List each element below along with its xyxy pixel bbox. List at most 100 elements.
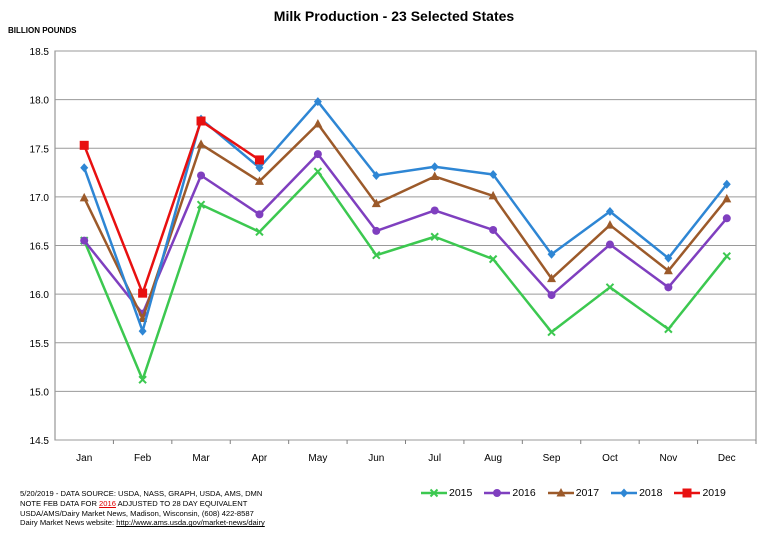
data-point-2016 bbox=[197, 171, 206, 180]
data-point-2016 bbox=[430, 206, 439, 215]
data-point-2019 bbox=[196, 116, 206, 126]
legend-item-2019: 2019 bbox=[674, 487, 726, 499]
data-point-2018 bbox=[430, 162, 439, 172]
y-tick-label: 18.0 bbox=[30, 96, 50, 107]
data-point-2016 bbox=[605, 240, 614, 249]
y-axis-unit-label: BILLION POUNDS bbox=[8, 26, 77, 35]
y-tick-label: 14.5 bbox=[30, 436, 50, 447]
data-point-2016 bbox=[313, 150, 322, 159]
x-tick-label: Sep bbox=[543, 453, 561, 464]
y-tick-label: 15.5 bbox=[30, 339, 50, 350]
data-point-2016 bbox=[722, 214, 731, 223]
data-point-2018 bbox=[255, 163, 264, 173]
data-point-2015 bbox=[605, 283, 615, 292]
series-2019 bbox=[79, 116, 264, 298]
data-point-2017 bbox=[79, 192, 89, 202]
chart-legend: 2015 2016 2017 2018 2019 bbox=[421, 487, 726, 499]
legend-item-2016: 2016 bbox=[484, 487, 536, 499]
legend-item-2018: 2018 bbox=[611, 487, 662, 499]
legend-marker-2019 bbox=[682, 488, 692, 498]
legend-marker-2015 bbox=[429, 488, 439, 498]
y-tick-label: 17.5 bbox=[30, 144, 50, 155]
data-point-2015 bbox=[547, 327, 556, 337]
source-footnote: 5/20/2019 - DATA SOURCE: USDA, NASS, GRA… bbox=[20, 489, 410, 528]
legend-marker-2018 bbox=[620, 488, 629, 498]
legend-swatch-2019 bbox=[674, 488, 701, 498]
data-point-2017 bbox=[254, 176, 264, 185]
legend-swatch-2017 bbox=[547, 488, 574, 497]
data-point-2017 bbox=[547, 273, 557, 283]
x-tick-label: Apr bbox=[252, 453, 268, 464]
footnote-line-4: Dairy Market News website: http://www.am… bbox=[20, 518, 265, 528]
x-tick-label: Feb bbox=[134, 453, 152, 464]
y-tick-label: 16.0 bbox=[30, 290, 50, 301]
data-point-2018 bbox=[138, 326, 147, 336]
data-point-2018 bbox=[80, 163, 89, 173]
data-point-2015 bbox=[255, 227, 264, 237]
data-point-2018 bbox=[489, 170, 498, 180]
footnote-line-1: 5/20/2019 - DATA SOURCE: USDA, NASS, GRA… bbox=[20, 489, 263, 498]
legend-item-2015: 2015 bbox=[421, 487, 472, 499]
x-tick-label: Jul bbox=[428, 453, 441, 464]
legend-label: 2017 bbox=[575, 487, 600, 499]
series-line-2015 bbox=[83, 170, 728, 381]
data-point-2018 bbox=[313, 97, 322, 107]
legend-swatch-2018 bbox=[611, 488, 638, 498]
legend-label: 2019 bbox=[702, 487, 726, 499]
data-point-2018 bbox=[664, 253, 673, 263]
data-point-2017 bbox=[430, 171, 440, 180]
y-tick-label: 15.0 bbox=[30, 387, 50, 398]
data-point-2015 bbox=[664, 324, 673, 334]
legend-swatch-2015 bbox=[421, 488, 447, 498]
x-tick-label: Oct bbox=[602, 453, 618, 464]
series-line-2018 bbox=[83, 100, 728, 333]
legend-label: 2015 bbox=[449, 487, 473, 499]
x-tick-label: Nov bbox=[659, 453, 677, 464]
series-line-2016 bbox=[83, 152, 728, 315]
series-2017 bbox=[79, 118, 732, 322]
data-point-2017 bbox=[196, 139, 206, 148]
data-point-2015 bbox=[488, 254, 498, 264]
data-point-2015 bbox=[372, 251, 381, 260]
x-tick-label: Jun bbox=[368, 453, 384, 464]
footnote-highlight-year: 2016 bbox=[99, 498, 116, 508]
legend-marker-2017 bbox=[556, 488, 566, 497]
footnote-line-3: USDA/AMS/Dairy Market News, Madison, Wis… bbox=[20, 508, 254, 518]
data-point-2018 bbox=[722, 179, 731, 189]
data-point-2017 bbox=[663, 265, 673, 275]
dairy-market-news-link[interactable]: http://www.ams.usda.gov/market-news/dair… bbox=[116, 518, 265, 528]
y-tick-label: 18.5 bbox=[30, 47, 50, 58]
data-point-2016 bbox=[372, 226, 381, 235]
x-tick-label: May bbox=[308, 453, 327, 464]
data-point-2017 bbox=[488, 190, 498, 200]
footnote-line-2: NOTE FEB DATA FOR 2016 ADJUSTED TO 28 DA… bbox=[20, 498, 248, 508]
data-point-2015 bbox=[430, 232, 439, 241]
data-point-2016 bbox=[255, 210, 264, 219]
data-point-2016 bbox=[547, 291, 556, 300]
legend-swatch-2016 bbox=[484, 489, 511, 497]
data-point-2017 bbox=[371, 198, 381, 208]
x-tick-label: Jan bbox=[76, 453, 92, 464]
legend-label: 2018 bbox=[639, 487, 663, 499]
data-point-2017 bbox=[605, 220, 615, 229]
series-2016 bbox=[80, 150, 731, 318]
series-line-2019 bbox=[83, 119, 261, 295]
data-point-2018 bbox=[372, 170, 381, 180]
data-point-2018 bbox=[605, 206, 614, 216]
y-tick-label: 16.5 bbox=[30, 242, 50, 253]
data-point-2016 bbox=[664, 283, 673, 292]
series-line-2017 bbox=[83, 122, 728, 320]
x-tick-label: Dec bbox=[718, 453, 736, 464]
y-tick-label: 17.0 bbox=[30, 193, 50, 204]
data-point-2015 bbox=[196, 200, 206, 209]
data-point-2015 bbox=[138, 375, 147, 384]
legend-marker-2016 bbox=[493, 489, 502, 497]
legend-label: 2016 bbox=[512, 487, 536, 499]
data-point-2015 bbox=[722, 251, 731, 261]
x-tick-label: Mar bbox=[192, 453, 210, 464]
data-point-2019 bbox=[79, 140, 89, 150]
chart-title: Milk Production - 23 Selected States bbox=[274, 8, 515, 24]
data-point-2019 bbox=[138, 288, 148, 298]
data-point-2019 bbox=[254, 155, 264, 165]
